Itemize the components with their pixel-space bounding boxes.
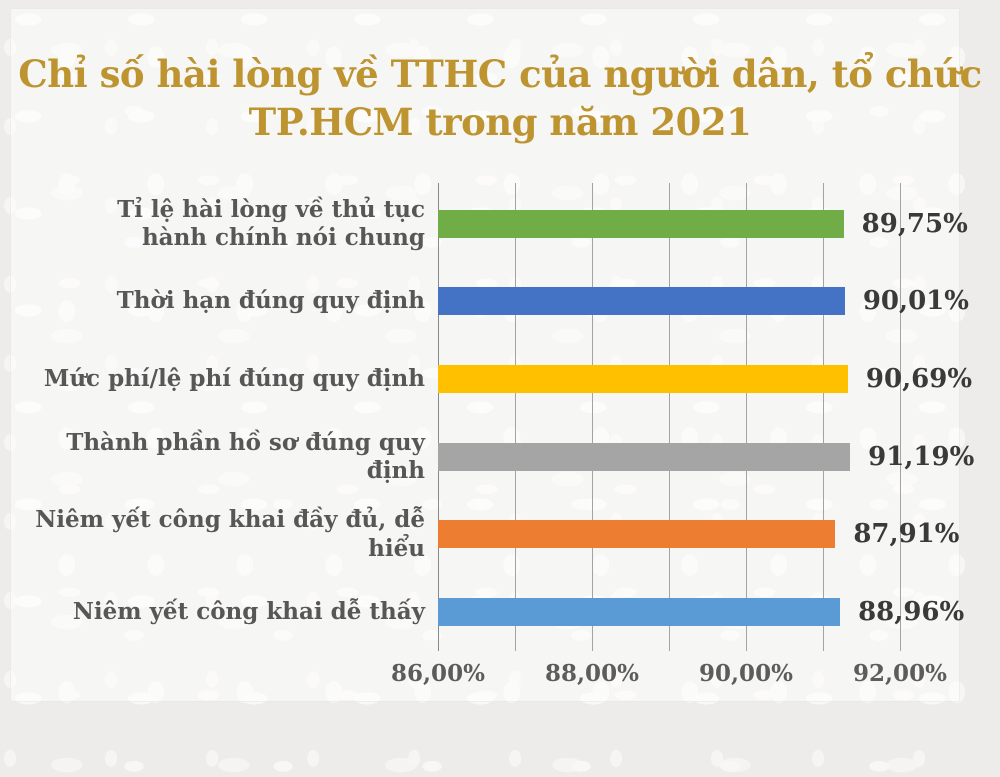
gridline bbox=[592, 183, 593, 651]
bar-row: Thành phần hồ sơ đúng quy định 91,19% bbox=[0, 418, 1000, 496]
category-label: Mức phí/lệ phí đúng quy định bbox=[43, 365, 425, 393]
chart-title-line2: TP.HCM trong năm 2021 bbox=[248, 100, 752, 145]
gridline bbox=[669, 183, 670, 651]
bar bbox=[438, 598, 841, 627]
gridline bbox=[900, 183, 901, 651]
value-label: 87,91% bbox=[853, 519, 960, 550]
y-axis-line bbox=[438, 183, 439, 651]
bar-row: Niêm yết công khai đầy đủ, dễ hiểu 87,91% bbox=[0, 496, 1000, 574]
chart-title-line1: Chỉ số hài lòng về TTHC của người dân, t… bbox=[18, 52, 982, 96]
bar-row: Tỉ lệ hài lòng về thủ tục hành chính nói… bbox=[0, 185, 1000, 263]
category-label: Tỉ lệ hài lòng về thủ tục hành chính nói… bbox=[117, 195, 425, 251]
bar bbox=[438, 520, 836, 549]
gridline bbox=[746, 183, 747, 651]
bar bbox=[438, 442, 851, 471]
bar-row: Thời hạn đúng quy định 90,01% bbox=[0, 263, 1000, 341]
value-label: 90,01% bbox=[862, 286, 969, 317]
category-label: Thành phần hồ sơ đúng quy định bbox=[66, 428, 425, 484]
category-label: Niêm yết công khai dễ thấy bbox=[72, 598, 425, 626]
value-label: 91,19% bbox=[868, 441, 975, 472]
category-label: Thời hạn đúng quy định bbox=[116, 287, 425, 315]
bar bbox=[438, 287, 845, 316]
x-axis-tick-label: 92,00% bbox=[853, 660, 947, 687]
gridline bbox=[515, 183, 516, 651]
gridline bbox=[823, 183, 824, 651]
bar-row: Niêm yết công khai dễ thấy 88,96% bbox=[0, 573, 1000, 651]
x-axis-tick-label: 86,00% bbox=[391, 660, 485, 687]
x-axis-tick-label: 90,00% bbox=[699, 660, 793, 687]
category-label: Niêm yết công khai đầy đủ, dễ hiểu bbox=[35, 506, 425, 562]
value-label: 89,75% bbox=[861, 208, 968, 239]
x-axis-tick-label: 88,00% bbox=[545, 660, 639, 687]
bar bbox=[438, 209, 844, 238]
bar bbox=[438, 365, 848, 394]
chart-panel bbox=[10, 8, 960, 702]
value-label: 90,69% bbox=[865, 364, 973, 395]
chart-title: Chỉ số hài lòng về TTHC của người dân, t… bbox=[0, 50, 1000, 146]
bar-row: Mức phí/lệ phí đúng quy định 90,69% bbox=[0, 340, 1000, 418]
value-label: 88,96% bbox=[858, 597, 965, 628]
